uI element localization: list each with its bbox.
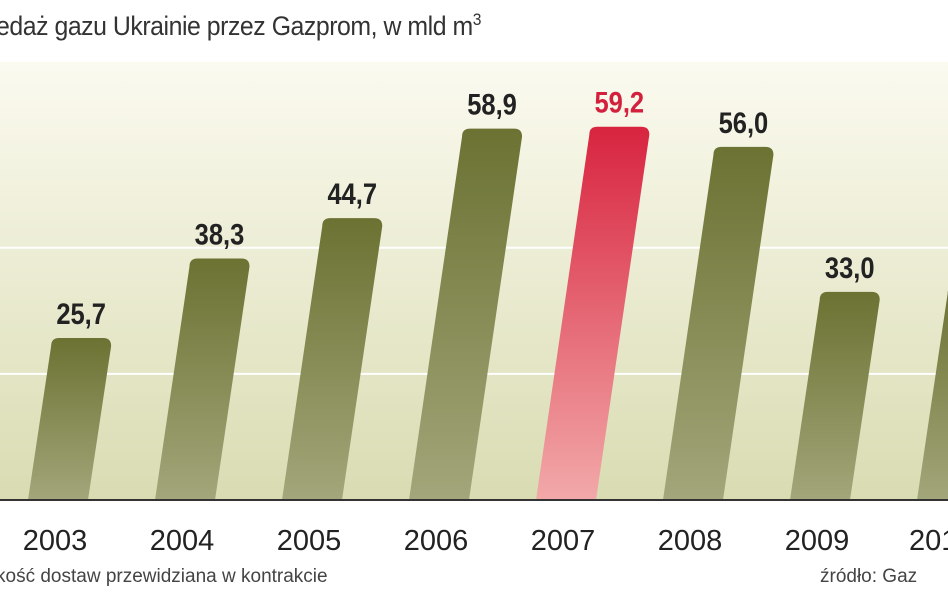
year-label: 2004: [150, 525, 215, 557]
bar-2006: [409, 128, 523, 501]
chart-note: kość dostaw przewidziana w kontrakcie: [0, 566, 328, 587]
bar-2007: [536, 126, 650, 500]
value-label: 59,2: [595, 86, 645, 119]
value-label: 38,3: [195, 218, 245, 251]
year-label: 201: [909, 525, 948, 557]
year-label: 2005: [277, 525, 342, 557]
chart-title-text: edaż gazu Ukrainie przez Gazprom, w mld …: [0, 11, 473, 41]
year-label: 2008: [658, 525, 723, 557]
bar-2009: [790, 291, 880, 500]
value-label: 44,7: [327, 177, 377, 210]
bar-2004: [155, 258, 250, 500]
value-label: 58,9: [467, 88, 517, 121]
value-label: 56,0: [719, 106, 769, 139]
chart-title: edaż gazu Ukrainie przez Gazprom, w mld …: [0, 10, 481, 42]
year-label: 2007: [531, 525, 596, 557]
bar-2008: [663, 146, 774, 500]
bar-201: [917, 290, 948, 500]
year-label: 2003: [23, 525, 88, 557]
value-label: 25,7: [56, 297, 106, 330]
chart-source: źródło: Gaz: [820, 566, 918, 587]
bar-2005: [282, 218, 383, 500]
chart-title-superscript: 3: [472, 10, 482, 29]
bar-2003: [28, 337, 112, 500]
year-label: 2009: [785, 525, 850, 557]
value-label: 33,0: [825, 251, 875, 284]
year-label: 2006: [404, 525, 469, 557]
